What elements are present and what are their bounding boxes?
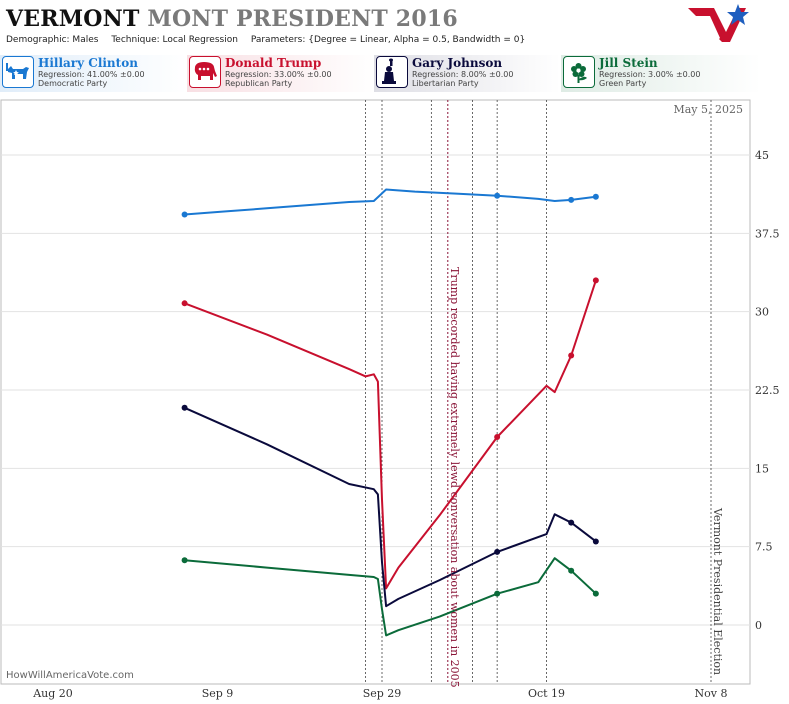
x-tick-label: Sep 9	[202, 687, 234, 700]
series-line	[183, 279, 597, 590]
chart-title: VERMONT MONT PRESIDENT 2016	[6, 6, 458, 32]
site-logo-icon[interactable]	[686, 2, 750, 50]
data-point[interactable]	[568, 352, 575, 359]
data-point[interactable]	[568, 519, 575, 526]
y-tick-label: 45	[755, 149, 769, 162]
legend-item-trump[interactable]: Donald Trump Regression: 33.00% ±0.00 Re…	[187, 55, 374, 92]
liberty-icon	[376, 56, 408, 88]
legend-regression: Regression: 41.00% ±0.00	[38, 70, 145, 79]
y-tick-label: 15	[755, 462, 769, 475]
y-tick-label: 0	[755, 619, 762, 632]
legend-item-stein[interactable]: Jill Stein Regression: 3.00% ±0.00 Green…	[561, 55, 761, 92]
demographic-label: Demographic: Males	[6, 35, 99, 45]
elephant-icon	[189, 56, 221, 88]
series-line	[183, 188, 597, 216]
y-tick-label: 7.5	[755, 541, 773, 554]
event-annotation: Vermont Presidential Election	[711, 507, 724, 675]
legend: Hillary Clinton Regression: 41.00% ±0.00…	[0, 55, 789, 92]
y-tick-label: 30	[755, 306, 769, 319]
x-tick-label: Aug 20	[32, 687, 73, 700]
series-line	[183, 406, 597, 608]
data-point[interactable]	[592, 277, 599, 284]
source-label[interactable]: HowWillAmericaVote.com	[6, 670, 134, 681]
data-point[interactable]	[494, 192, 501, 199]
data-point[interactable]	[181, 404, 188, 411]
data-point[interactable]	[181, 557, 188, 564]
technique-label: Technique: Local Regression	[111, 35, 238, 45]
legend-party: Democratic Party	[38, 79, 108, 88]
x-tick-label: Sep 29	[363, 687, 402, 700]
x-tick-label: Nov 8	[695, 687, 728, 700]
x-tick-label: Oct 19	[528, 687, 565, 700]
title-state: VERMONT	[6, 6, 140, 32]
data-point[interactable]	[181, 300, 188, 307]
data-point[interactable]	[592, 590, 599, 597]
legend-item-clinton[interactable]: Hillary Clinton Regression: 41.00% ±0.00…	[0, 55, 187, 92]
legend-party: Green Party	[599, 79, 647, 88]
legend-name: Donald Trump	[225, 56, 322, 70]
legend-party: Libertarian Party	[412, 79, 479, 88]
date-stamp: May 5, 2025	[673, 103, 743, 116]
data-point[interactable]	[494, 434, 501, 440]
data-point[interactable]	[568, 567, 575, 574]
legend-regression: Regression: 8.00% ±0.00	[412, 70, 514, 79]
legend-regression: Regression: 33.00% ±0.00	[225, 70, 332, 79]
flower-icon	[563, 56, 595, 88]
legend-regression: Regression: 3.00% ±0.00	[599, 70, 701, 79]
plot-frame	[0, 99, 751, 685]
legend-name: Hillary Clinton	[38, 56, 138, 70]
legend-party: Republican Party	[225, 79, 293, 88]
legend-name: Gary Johnson	[412, 56, 503, 70]
data-point[interactable]	[181, 211, 188, 218]
chart-parameters: Demographic: Males Technique: Local Regr…	[6, 35, 535, 45]
data-point[interactable]	[568, 196, 575, 203]
parameters-label: Parameters: {Degree = Linear, Alpha = 0.…	[250, 35, 526, 45]
donkey-icon	[2, 56, 34, 88]
data-point[interactable]	[494, 548, 501, 555]
data-point[interactable]	[592, 538, 599, 545]
data-point[interactable]	[494, 590, 501, 597]
y-tick-label: 37.5	[755, 227, 780, 240]
event-annotation: Trump recorded having extremely lewd con…	[448, 267, 461, 688]
legend-item-johnson[interactable]: Gary Johnson Regression: 8.00% ±0.00 Lib…	[374, 55, 561, 92]
data-point[interactable]	[592, 193, 599, 200]
title-rest: MONT PRESIDENT 2016	[147, 6, 458, 32]
y-tick-label: 22.5	[755, 384, 780, 397]
legend-name: Jill Stein	[599, 56, 658, 70]
series-line	[183, 557, 597, 637]
